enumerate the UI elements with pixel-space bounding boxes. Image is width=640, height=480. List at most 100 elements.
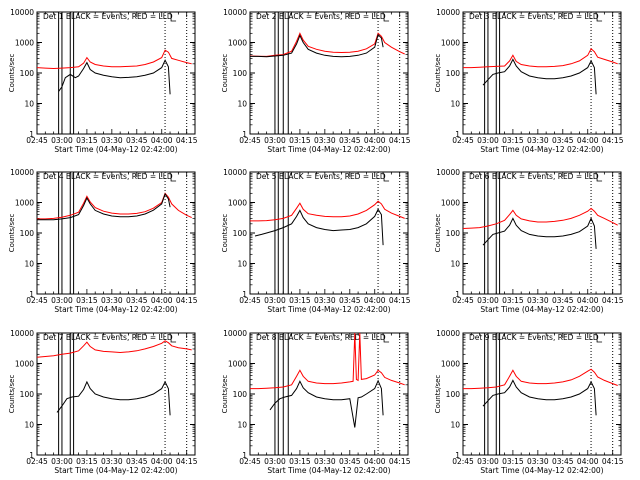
y-tick-label: 100 [233, 229, 248, 238]
x-tick-label: 03:15 [289, 457, 311, 466]
panel-title: Det 1 BLACK = Events, RED = LLD [43, 12, 173, 21]
x-tick-label: 04:15 [602, 296, 624, 305]
x-tick-label: 03:45 [552, 296, 574, 305]
y-tick-label: 1000 [228, 199, 247, 208]
x-tick-label: 03:00 [264, 296, 286, 305]
x-tick-label: 04:15 [602, 457, 624, 466]
y-tick-label: 100 [233, 390, 248, 399]
plot-frame [249, 11, 409, 135]
x-axis-label: Start Time (04-May-12 02:42:00) [54, 145, 177, 154]
x-tick-label: 03:30 [527, 296, 549, 305]
y-tick-label: 10000 [10, 168, 34, 177]
x-tick-label: 03:00 [51, 457, 73, 466]
marker-bracket [383, 174, 390, 182]
series-line-events [482, 379, 597, 416]
marker-bracket [170, 174, 177, 182]
y-tick-label: 100 [446, 229, 461, 238]
x-axis-label: Start Time (04-May-12 02:42:00) [480, 466, 603, 475]
y-tick-label: 10 [237, 421, 247, 430]
x-tick-label: 03:15 [502, 457, 524, 466]
x-tick-label: 02:45 [452, 136, 474, 145]
x-tick-label: 03:00 [477, 296, 499, 305]
series-line-lld [463, 48, 618, 69]
series-line-events [482, 217, 597, 249]
y-tick-label: 10000 [436, 168, 460, 177]
y-tick-label: 1 [455, 130, 460, 139]
x-tick-label: 03:15 [76, 136, 98, 145]
x-axis-label: Start Time (04-May-12 02:42:00) [54, 305, 177, 314]
plot-frame [36, 11, 196, 135]
panel-det-6: 1 10 100 1000 10000 02:45 03:00 03:15 03:30 03:45… [434, 168, 624, 314]
y-tick-label: 100 [446, 69, 461, 78]
y-tick-label: 100 [446, 390, 461, 399]
panel-det-2: 1 10 100 1000 10000 02:45 03:00 03:15 03:30 03:45… [221, 8, 411, 154]
x-tick-label: 03:15 [76, 296, 98, 305]
y-tick-label: 1000 [15, 199, 34, 208]
x-axis-label: Start Time (04-May-12 02:42:00) [54, 466, 177, 475]
x-tick-label: 03:00 [264, 457, 286, 466]
y-axis-label: Counts/sec [434, 54, 442, 93]
x-tick-label: 03:30 [101, 457, 123, 466]
x-tick-label: 02:45 [26, 296, 48, 305]
y-tick-label: 10 [237, 100, 247, 109]
x-tick-label: 03:00 [51, 136, 73, 145]
y-tick-label: 1 [29, 451, 34, 460]
x-tick-label: 03:30 [101, 136, 123, 145]
y-tick-label: 10 [24, 421, 34, 430]
series-line-events [254, 208, 384, 246]
y-axis-label: Counts/sec [221, 214, 229, 253]
x-tick-label: 04:15 [176, 457, 198, 466]
series-line-lld [36, 340, 192, 358]
x-tick-label: 02:45 [26, 136, 48, 145]
x-tick-label: 03:30 [314, 457, 336, 466]
x-axis-label: Start Time (04-May-12 02:42:00) [267, 305, 390, 314]
y-tick-label: 10 [24, 260, 34, 269]
y-tick-label: 10 [450, 100, 460, 109]
x-tick-label: 02:45 [452, 457, 474, 466]
x-tick-label: 04:00 [364, 136, 386, 145]
y-tick-label: 100 [233, 69, 248, 78]
series-line-events [269, 379, 384, 428]
x-tick-label: 03:00 [264, 136, 286, 145]
y-axis-label: Counts/sec [8, 214, 16, 253]
series-line-lld [462, 207, 618, 229]
series-line-events [37, 192, 171, 221]
y-axis-label: Counts/sec [434, 375, 442, 414]
x-tick-label: 02:45 [239, 136, 261, 145]
plot-frame [462, 171, 622, 295]
x-tick-label: 03:00 [477, 457, 499, 466]
panel-title: Det 6 BLACK = Events, RED = LLD [469, 172, 599, 181]
x-axis-label: Start Time (04-May-12 02:42:00) [267, 145, 390, 154]
y-tick-label: 1 [29, 130, 34, 139]
panel-det-5: 1 10 100 1000 10000 02:45 03:00 03:15 03:30 03:45… [221, 168, 411, 314]
y-tick-label: 10000 [223, 168, 247, 177]
x-tick-label: 02:45 [26, 457, 48, 466]
y-tick-label: 10000 [10, 8, 34, 17]
x-axis-label: Start Time (04-May-12 02:42:00) [480, 145, 603, 154]
x-tick-label: 02:45 [239, 296, 261, 305]
y-axis-label: Counts/sec [221, 375, 229, 414]
y-tick-label: 1000 [441, 39, 460, 48]
x-tick-label: 03:45 [339, 136, 361, 145]
y-tick-label: 10 [237, 260, 247, 269]
x-tick-label: 04:15 [176, 136, 198, 145]
y-tick-label: 10000 [223, 329, 247, 338]
y-tick-label: 100 [20, 390, 35, 399]
panel-title: Det 8 BLACK = Events, RED = LLD [256, 333, 386, 342]
series-line-events [482, 58, 597, 95]
x-tick-label: 04:15 [389, 136, 411, 145]
y-tick-label: 1 [242, 290, 247, 299]
marker-bracket [383, 335, 390, 343]
y-tick-label: 1000 [441, 360, 460, 369]
series-line-lld [250, 200, 405, 222]
y-tick-label: 10000 [223, 8, 247, 17]
x-tick-label: 04:00 [364, 296, 386, 305]
x-tick-label: 03:15 [502, 296, 524, 305]
plot-frame [462, 332, 622, 456]
series-line-events [250, 33, 384, 58]
marker-bracket [596, 174, 603, 182]
marker-bracket [596, 14, 603, 22]
x-tick-label: 04:15 [602, 136, 624, 145]
y-tick-label: 10000 [436, 8, 460, 17]
marker-bracket [170, 14, 177, 22]
